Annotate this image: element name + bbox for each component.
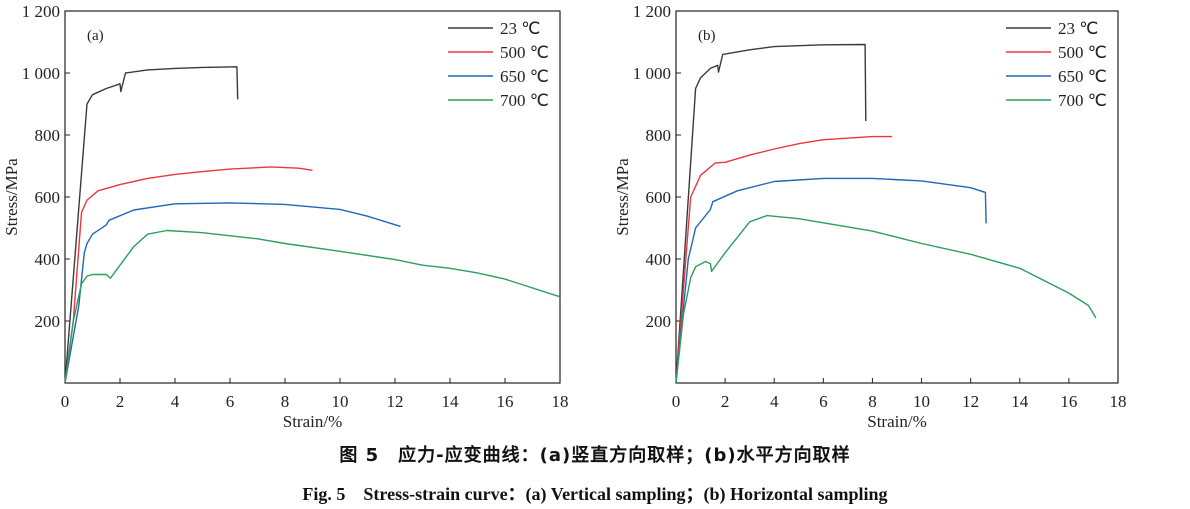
series-line-500c	[675, 135, 893, 384]
y-tick-label: 600	[646, 188, 672, 207]
legend-label: 700 ℃	[500, 91, 549, 110]
x-tick-label: 14	[1011, 392, 1029, 411]
y-tick-label: 400	[646, 250, 672, 269]
legend-label: 23 ℃	[1058, 19, 1098, 38]
x-tick-label: 6	[819, 392, 828, 411]
panel-label: (b)	[698, 28, 716, 44]
legend-label: 650 ℃	[1058, 67, 1107, 86]
x-tick-label: 0	[61, 392, 70, 411]
y-axis-label: Stress/MPa	[2, 158, 21, 236]
y-tick-label: 1 200	[22, 2, 60, 21]
series-line-650c	[675, 177, 987, 384]
x-tick-label: 16	[1060, 392, 1077, 411]
series-line-23c	[64, 66, 239, 384]
x-tick-label: 0	[672, 392, 681, 411]
series-line-700c	[675, 214, 1097, 384]
y-tick-label: 800	[646, 126, 672, 145]
caption-chinese: 图 5 应力-应变曲线：(a)竖直方向取样；(b)水平方向取样	[339, 445, 851, 466]
x-tick-label: 12	[387, 392, 404, 411]
legend-label: 700 ℃	[1058, 91, 1107, 110]
plot-frame	[64, 10, 561, 384]
x-axis-label: Strain/%	[283, 412, 343, 431]
x-tick-label: 8	[281, 392, 290, 411]
x-tick-label: 18	[552, 392, 569, 411]
y-tick-label: 400	[35, 250, 61, 269]
y-tick-label: 800	[35, 126, 61, 145]
x-tick-label: 8	[868, 392, 877, 411]
legend-label: 23 ℃	[500, 19, 540, 38]
y-tick-label: 1 200	[633, 2, 671, 21]
y-tick-label: 1 000	[22, 64, 60, 83]
panel-label: (a)	[87, 28, 104, 44]
y-tick-label: 600	[35, 188, 61, 207]
x-tick-label: 12	[962, 392, 979, 411]
x-tick-label: 6	[226, 392, 235, 411]
x-tick-label: 16	[497, 392, 514, 411]
series-line-650c	[64, 202, 401, 384]
legend-label: 650 ℃	[500, 67, 549, 86]
y-tick-label: 200	[646, 312, 672, 331]
x-tick-label: 2	[116, 392, 125, 411]
x-tick-label: 4	[770, 392, 779, 411]
plot-frame	[675, 10, 1119, 384]
x-tick-label: 4	[171, 392, 180, 411]
legend-label: 500 ℃	[1058, 43, 1107, 62]
x-tick-label: 14	[442, 392, 460, 411]
x-tick-label: 10	[913, 392, 930, 411]
panel-b: 0 2 4 6 8 10 12 14 16 18 200 400 600 800 1 000 1 200 Str…	[613, 2, 1127, 431]
x-tick-label: 2	[721, 392, 730, 411]
y-tick-label: 1 000	[633, 64, 671, 83]
series-line-23c	[675, 43, 867, 384]
x-axis-label: Strain/%	[867, 412, 927, 431]
x-tick-label: 18	[1110, 392, 1127, 411]
caption-english: Fig. 5 Stress-strain curve：(a) Vertical …	[302, 484, 888, 504]
y-tick-label: 200	[35, 312, 61, 331]
x-tick-label: 10	[332, 392, 349, 411]
y-axis-label: Stress/MPa	[613, 158, 632, 236]
series-line-500c	[64, 166, 313, 384]
legend-label: 500 ℃	[500, 43, 549, 62]
stress-strain-charts: 0 2 4 6 8 10 12 14 16 18 200 400 600 800 1 000 1 200 Str…	[2, 2, 1127, 431]
series-line-700c	[64, 229, 561, 384]
panel-a: 0 2 4 6 8 10 12 14 16 18 200 400 600 800 1 000 1 200 Str…	[2, 2, 569, 431]
